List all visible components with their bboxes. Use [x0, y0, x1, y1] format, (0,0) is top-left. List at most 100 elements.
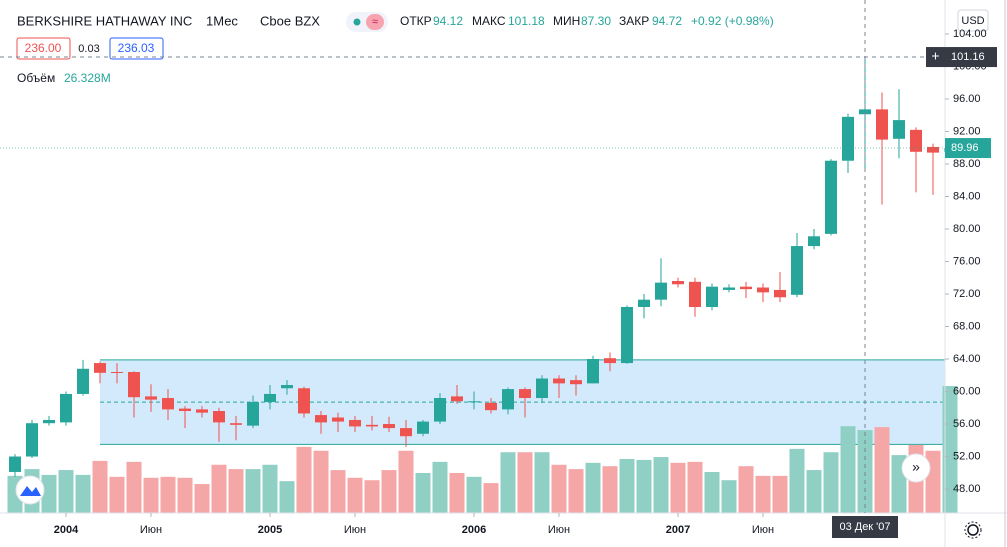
candle-body [94, 363, 106, 373]
candle-body [179, 408, 191, 412]
candle-body [281, 385, 293, 389]
header: BERKSHIRE HATHAWAY INC 1Мес Cboe BZX ≈ О… [16, 9, 989, 85]
volume-bar [92, 460, 108, 513]
settings-button[interactable] [964, 521, 982, 539]
spread-value: 0.03 [78, 43, 99, 55]
volume-bar [432, 461, 448, 513]
high-label: МАКС [472, 14, 506, 28]
candle-body [162, 398, 174, 410]
crosshair-date-box [832, 516, 898, 538]
candle-body [536, 378, 548, 399]
candle-body [791, 246, 803, 295]
volume-bar [313, 450, 329, 513]
candle-body [9, 456, 21, 472]
volume-bar [347, 477, 363, 513]
volume-bar [279, 481, 295, 513]
volume-bar [41, 474, 57, 513]
candle-body [111, 372, 123, 374]
volume-bar [942, 386, 958, 513]
candle-body [383, 424, 395, 429]
candle-body [655, 282, 667, 300]
candle-body [366, 424, 378, 427]
y-tick-label: 96.00 [953, 93, 981, 105]
candle-body [706, 286, 718, 308]
y-tick-label: 48.00 [953, 483, 981, 495]
candle-body [400, 428, 412, 437]
candle-body [757, 287, 769, 293]
currency: USD [961, 15, 984, 27]
volume-bar [636, 459, 652, 513]
volume-bar [364, 480, 380, 513]
volume-bar [738, 466, 754, 513]
logo[interactable] [15, 475, 45, 505]
volume-bar [126, 461, 142, 513]
volume-bar [687, 461, 703, 513]
y-tick-label: 88.00 [953, 158, 981, 170]
candle-body [213, 411, 225, 423]
high-value: 101.18 [508, 14, 545, 28]
candle-body [740, 286, 752, 290]
candle-body [893, 120, 905, 139]
candle-body [128, 372, 140, 398]
volume-bar [568, 469, 584, 513]
volume-bar [789, 448, 805, 513]
crosshair-price-label: 101.16 [951, 51, 985, 63]
open-label: ОТКР [400, 14, 432, 28]
candle-body [825, 160, 837, 234]
crosshair-date-label: 03 Дек '07 [839, 521, 890, 533]
x-tick-label: 2006 [462, 524, 486, 536]
volume-bar [415, 472, 431, 513]
volume-bar [330, 470, 346, 513]
bid-box[interactable] [16, 37, 71, 60]
x-tick-label: 2007 [666, 524, 690, 536]
candle-body [196, 409, 208, 413]
volume-bar [755, 475, 771, 513]
candle-body [332, 417, 344, 422]
x-tick-label: Июн [548, 524, 570, 536]
scroll-button[interactable]: » [901, 453, 931, 483]
y-tick-label: 64.00 [953, 353, 981, 365]
ask-box[interactable] [109, 37, 164, 60]
volume-bar [109, 476, 125, 513]
volume-bar [483, 483, 499, 513]
change-value: +0.92 (+0.98%) [691, 14, 774, 28]
volume-bar [874, 427, 890, 513]
y-tick-label: 92.00 [953, 125, 981, 137]
open-value: 94.12 [433, 14, 463, 28]
crosshair-price-box [945, 47, 997, 68]
y-tick-label: 52.00 [953, 450, 981, 462]
candle-body [876, 109, 888, 140]
y-tick-label: 76.00 [953, 255, 981, 267]
volume-bar [857, 430, 873, 513]
candle-body [553, 378, 565, 384]
candle-body [468, 401, 480, 403]
candle-body [808, 236, 820, 247]
exchange[interactable]: Cboe BZX [260, 13, 320, 28]
volume-bar [517, 452, 533, 513]
volume-bar [551, 464, 567, 513]
x-tick-label: Июн [344, 524, 366, 536]
candle-body [230, 423, 242, 425]
volume-bar [194, 484, 210, 513]
market-status-dot [353, 18, 361, 26]
candle-body [910, 129, 922, 152]
plot [0, 56, 958, 513]
candle-body [587, 359, 599, 384]
volume-bar [58, 470, 74, 513]
candle-body [774, 289, 786, 298]
currency-box[interactable] [957, 9, 989, 32]
volume-bar [449, 472, 465, 513]
candle-body [264, 393, 276, 403]
y-tick-label: 84.00 [953, 190, 981, 202]
symbol-title[interactable]: BERKSHIRE HATHAWAY INC [17, 13, 192, 28]
candle-body [485, 402, 497, 411]
interval[interactable]: 1Мес [206, 13, 238, 28]
candle-body [26, 423, 38, 457]
y-tick-label: 104.00 [953, 28, 987, 40]
volume-label: Объём [17, 71, 55, 85]
candle-body [60, 393, 72, 423]
volume-bar [840, 426, 856, 513]
volume-bar [585, 462, 601, 513]
candle-body [247, 402, 259, 426]
volume-bar [772, 475, 788, 513]
